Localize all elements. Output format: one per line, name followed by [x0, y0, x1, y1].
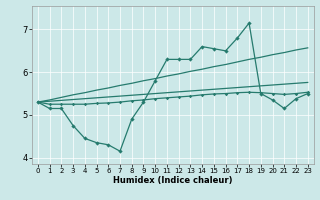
X-axis label: Humidex (Indice chaleur): Humidex (Indice chaleur) [113, 176, 233, 185]
